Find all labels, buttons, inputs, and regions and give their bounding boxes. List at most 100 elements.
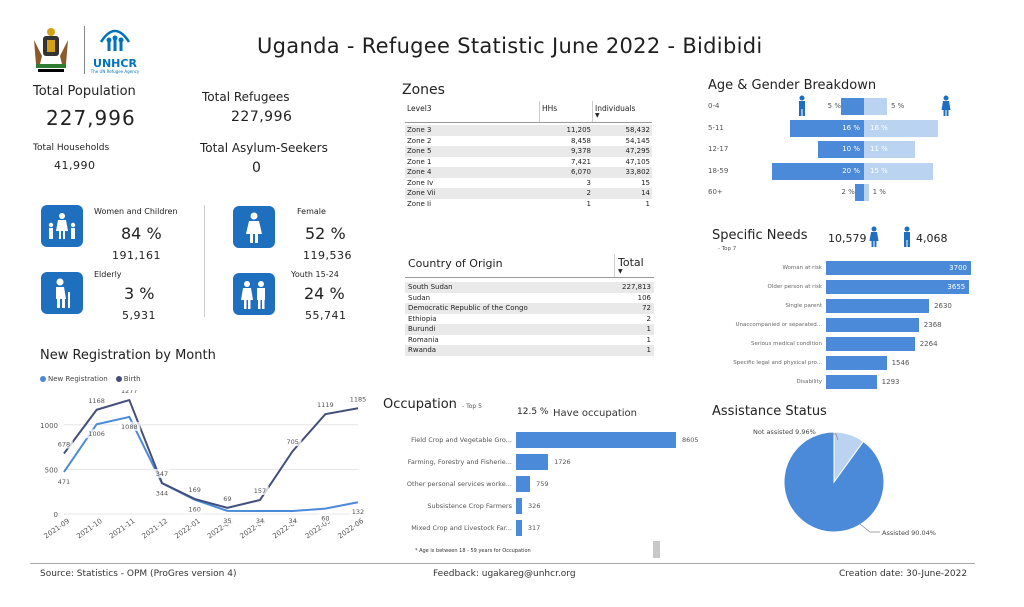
age-bar-male[interactable] — [818, 141, 864, 158]
table-row[interactable]: Romania 1 — [405, 335, 654, 346]
needs-bar[interactable] — [826, 318, 919, 332]
table-cell: 15 — [641, 178, 650, 187]
data-label: 1119 — [314, 400, 337, 410]
needs-bar[interactable] — [826, 261, 971, 275]
table-row[interactable]: Zone Vii 2 14 — [405, 188, 652, 199]
age-bar-female[interactable] — [864, 184, 869, 201]
origin-header-total[interactable]: Total ▼ — [615, 254, 654, 277]
age-bar-male[interactable] — [841, 98, 864, 115]
table-row[interactable]: Zone 4 6,070 33,802 — [405, 167, 652, 178]
table-row[interactable]: Zone 2 8,458 54,145 — [405, 136, 652, 147]
occupation-bar[interactable] — [516, 476, 531, 492]
table-row[interactable]: Burundi 1 — [405, 324, 654, 335]
footer-feedback[interactable]: Feedback: ugakareg@unhcr.org — [433, 569, 576, 579]
elderly-label: Elderly — [94, 270, 122, 279]
svg-text:69: 69 — [223, 495, 231, 503]
table-row[interactable]: Sudan 106 — [405, 293, 654, 304]
table-row[interactable]: Zone Ii 1 1 — [405, 199, 652, 210]
age-bar-female[interactable] — [864, 141, 915, 158]
age-label-female: 11 % — [870, 145, 888, 153]
svg-text:35: 35 — [223, 517, 231, 525]
zones-header-hhs[interactable]: HHs — [540, 101, 593, 122]
occupation-bar[interactable] — [516, 498, 523, 514]
occupation-scrollbar[interactable] — [653, 541, 660, 558]
occupation-bar[interactable] — [516, 432, 676, 448]
origin-header-country[interactable]: Country of Origin — [405, 254, 615, 277]
age-bar-male[interactable] — [854, 184, 864, 201]
data-label: 471 — [55, 476, 73, 486]
svg-text:705: 705 — [286, 438, 298, 446]
legend-new-label: New Registration — [48, 375, 108, 383]
table-cell: 33,802 — [593, 167, 652, 178]
table-cell: 6,070 — [540, 167, 593, 178]
needs-label: Disability — [796, 379, 823, 385]
table-cell: Zone Ii — [407, 199, 432, 208]
table-row[interactable]: Ethiopia 2 — [405, 314, 654, 325]
age-group-label: 12-17 — [708, 145, 729, 153]
table-row[interactable]: Democratic Republic of the Congo 72 — [405, 303, 654, 314]
pie-slice-not-assisted[interactable] — [833, 431, 864, 484]
table-row[interactable]: Zone Iv 3 15 — [405, 178, 652, 189]
needs-value: 2264 — [919, 340, 938, 348]
female-pct: 52 % — [305, 224, 346, 243]
needs-bar[interactable] — [826, 337, 915, 351]
table-row[interactable]: Zone 5 9,378 47,295 — [405, 146, 652, 157]
needs-bar[interactable] — [826, 280, 970, 294]
age-bar-female[interactable] — [864, 119, 938, 137]
birth-line[interactable] — [63, 398, 359, 509]
unhcr-logo: UNHCR The UN Refugee Agency — [90, 26, 140, 74]
occupation-value: 317 — [527, 524, 541, 532]
needs-value: 2368 — [923, 321, 942, 329]
table-cell: South Sudan — [405, 282, 600, 293]
total-asylum-label: Total Asylum-Seekers — [200, 141, 328, 155]
data-label: 160 — [185, 504, 204, 514]
table-row[interactable]: Zone 3 11,205 58,432 — [405, 125, 652, 136]
unhcr-emblem-icon — [99, 29, 131, 51]
svg-text:1277: 1277 — [121, 390, 138, 395]
assistance-pie-chart — [783, 431, 885, 533]
age-bar-female[interactable] — [864, 162, 933, 180]
occupation-have-pct: 12.5 % — [517, 407, 549, 417]
x-tick-label: 2022-06 — [337, 517, 366, 541]
occupation-bar[interactable] — [516, 454, 549, 470]
total-population-value: 227,996 — [46, 106, 136, 130]
y-tick-label: 1000 — [40, 422, 58, 430]
logo-divider — [84, 26, 85, 74]
svg-text:1088: 1088 — [121, 423, 138, 431]
youth-icon — [233, 273, 275, 315]
women-children-pct: 84 % — [121, 224, 162, 243]
table-cell: 8,458 — [570, 136, 591, 145]
zones-header-individuals[interactable]: Individuals ▼ — [593, 101, 652, 122]
table-cell: 54,145 — [625, 136, 651, 145]
needs-bar[interactable] — [826, 299, 930, 313]
needs-bar[interactable] — [826, 356, 887, 370]
occupation-label: Mixed Crop and Livestock Far... — [411, 524, 512, 532]
needs-bar[interactable] — [826, 375, 877, 389]
zones-header-level[interactable]: Level3 — [405, 101, 540, 122]
occupation-bar[interactable] — [516, 520, 522, 536]
new-registration-line[interactable] — [63, 415, 359, 512]
table-cell: Zone 4 — [405, 167, 540, 178]
x-tick-label: 2021-12 — [141, 517, 170, 540]
total-refugees-value: 227,996 — [231, 109, 293, 125]
x-tick-label: 2021-09 — [43, 517, 72, 540]
data-label: 1006 — [85, 429, 108, 439]
table-cell: 1 — [646, 335, 651, 344]
total-asylum-value: 0 — [252, 160, 261, 176]
age-bar-female[interactable] — [864, 98, 887, 115]
age-bar-male[interactable] — [790, 119, 864, 137]
unhcr-logo-subtext: The UN Refugee Agency — [90, 69, 140, 74]
footer-source: Source: Statistics - OPM (ProGres versio… — [40, 569, 237, 579]
table-row[interactable]: Rwanda 1 — [405, 345, 654, 356]
needs-female-icon — [869, 226, 879, 252]
table-row[interactable]: Zone 1 7,421 47,105 — [405, 157, 652, 168]
svg-text:1185: 1185 — [350, 395, 367, 403]
needs-label: Single parent — [785, 303, 822, 309]
table-row[interactable]: South Sudan 227,813 — [405, 282, 654, 293]
data-label: 344 — [153, 488, 171, 498]
zones-header-individuals-label: Individuals — [595, 104, 636, 113]
table-cell: Ethiopia — [408, 314, 437, 323]
youth-pct: 24 % — [304, 284, 345, 303]
age-bar-male[interactable] — [772, 162, 864, 180]
